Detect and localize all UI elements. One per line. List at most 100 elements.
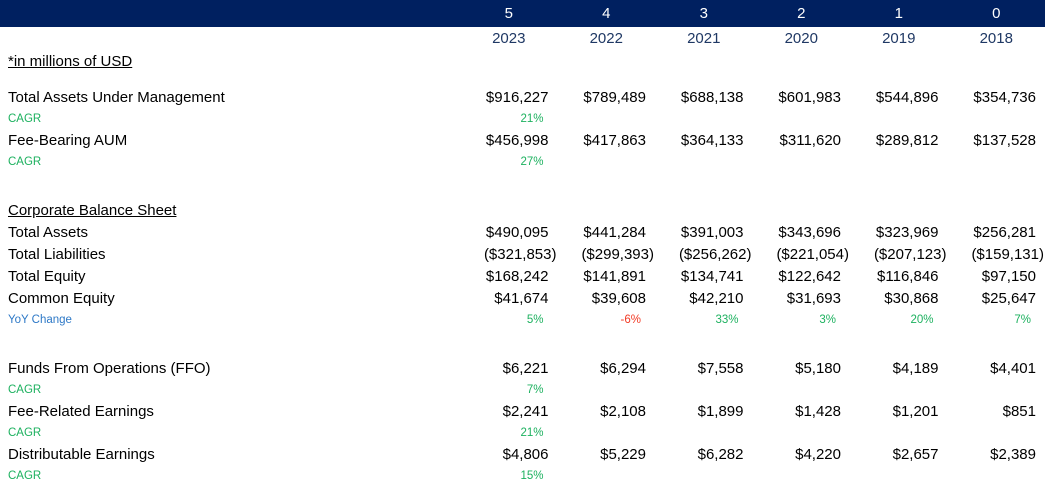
- row-label[interactable]: YoY Change: [8, 314, 72, 326]
- value-cell[interactable]: $343,696: [778, 223, 841, 241]
- value-cell[interactable]: 7%: [1014, 314, 1031, 326]
- value-cell[interactable]: 21%: [520, 426, 544, 439]
- value-cell[interactable]: $1,428: [795, 402, 841, 420]
- value-cell[interactable]: $4,220: [795, 445, 841, 463]
- row-label[interactable]: Common Equity: [8, 289, 115, 307]
- value-cell[interactable]: $5,229: [600, 445, 646, 463]
- value-cell[interactable]: $391,003: [680, 223, 744, 241]
- value-cell[interactable]: $490,095: [485, 223, 549, 241]
- header-index-row: 5 4 3 2 1 0: [0, 0, 1045, 27]
- value-cell[interactable]: $7,558: [697, 359, 744, 377]
- value-cell[interactable]: $354,736: [973, 88, 1036, 106]
- row-label[interactable]: CAGR: [8, 426, 42, 439]
- value-cell[interactable]: $137,528: [973, 131, 1036, 149]
- value-cell[interactable]: -6%: [620, 314, 641, 326]
- value-cell[interactable]: $441,284: [583, 223, 646, 241]
- row-label[interactable]: CAGR: [8, 469, 42, 482]
- value-cell[interactable]: $916,227: [485, 88, 549, 106]
- value-cell[interactable]: $1,201: [892, 402, 939, 420]
- row-label[interactable]: CAGR: [8, 112, 42, 125]
- row-label[interactable]: Total Liabilities: [8, 245, 106, 263]
- row-distributable-earnings: Distributable Earnings $4,806 $5,229 $6,282…: [0, 443, 1045, 465]
- value-cell[interactable]: $6,221: [502, 359, 549, 377]
- value-cell[interactable]: $364,133: [680, 131, 744, 149]
- header-index-cell[interactable]: 3: [699, 5, 708, 22]
- value-cell[interactable]: 27%: [520, 155, 544, 168]
- value-cell[interactable]: $168,242: [485, 267, 549, 285]
- value-cell[interactable]: $122,642: [778, 267, 841, 285]
- row-label[interactable]: Corporate Balance Sheet: [8, 201, 177, 219]
- value-cell[interactable]: $97,150: [981, 267, 1036, 285]
- row-cagr: CAGR 7%: [0, 379, 1045, 400]
- value-cell[interactable]: $5,180: [795, 359, 841, 377]
- year-cell[interactable]: 2019: [882, 30, 916, 47]
- value-cell[interactable]: ($299,393): [581, 245, 654, 263]
- value-cell[interactable]: ($321,853): [483, 245, 557, 263]
- row-label[interactable]: CAGR: [8, 155, 42, 168]
- value-cell[interactable]: $2,241: [502, 402, 549, 420]
- value-cell[interactable]: $25,647: [981, 289, 1036, 307]
- value-cell[interactable]: $41,674: [494, 289, 549, 307]
- row-total-assets: Total Assets $490,095 $441,284 $391,003 $343…: [0, 221, 1045, 243]
- row-label[interactable]: Total Assets: [8, 223, 89, 241]
- value-cell[interactable]: $1,899: [697, 402, 744, 420]
- value-cell[interactable]: $39,608: [591, 289, 646, 307]
- value-cell[interactable]: ($159,131): [971, 245, 1044, 263]
- value-cell[interactable]: ($256,262): [678, 245, 752, 263]
- row-label[interactable]: *in millions of USD: [8, 53, 133, 70]
- value-cell[interactable]: $256,281: [973, 223, 1036, 241]
- year-cell[interactable]: 2022: [589, 30, 623, 47]
- row-label[interactable]: CAGR: [8, 383, 42, 396]
- year-cell[interactable]: 2021: [687, 30, 721, 47]
- value-cell[interactable]: $31,693: [786, 289, 841, 307]
- header-index-cell[interactable]: 2: [797, 5, 806, 22]
- value-cell[interactable]: $417,863: [583, 131, 646, 149]
- year-cell[interactable]: 2020: [784, 30, 818, 47]
- value-cell[interactable]: $4,401: [990, 359, 1036, 377]
- value-cell[interactable]: 20%: [910, 314, 934, 326]
- header-index-cell[interactable]: 5: [504, 5, 513, 22]
- value-cell[interactable]: $789,489: [583, 88, 646, 106]
- value-cell[interactable]: $30,868: [884, 289, 939, 307]
- value-cell[interactable]: $4,189: [892, 359, 939, 377]
- value-cell[interactable]: $851: [1002, 402, 1036, 420]
- row-label[interactable]: Funds From Operations (FFO): [8, 359, 211, 377]
- value-cell[interactable]: $544,896: [875, 88, 939, 106]
- header-year-row: 2023 2022 2021 2020 2019 2018: [0, 27, 1045, 50]
- value-cell[interactable]: $6,282: [697, 445, 744, 463]
- value-cell[interactable]: $323,969: [875, 223, 939, 241]
- row-label[interactable]: Total Assets Under Management: [8, 88, 225, 106]
- value-cell[interactable]: $4,806: [502, 445, 549, 463]
- row-label[interactable]: Total Equity: [8, 267, 86, 285]
- value-cell[interactable]: $6,294: [600, 359, 646, 377]
- year-cell[interactable]: 2023: [492, 30, 526, 47]
- value-cell[interactable]: $688,138: [680, 88, 744, 106]
- row-label[interactable]: Distributable Earnings: [8, 445, 155, 463]
- value-cell[interactable]: ($221,054): [776, 245, 849, 263]
- value-cell[interactable]: $134,741: [680, 267, 744, 285]
- value-cell[interactable]: $42,210: [689, 289, 744, 307]
- value-cell[interactable]: $456,998: [485, 131, 549, 149]
- value-cell[interactable]: 7%: [526, 383, 544, 396]
- value-cell[interactable]: $2,108: [600, 402, 646, 420]
- row-label[interactable]: Fee-Bearing AUM: [8, 131, 128, 149]
- value-cell[interactable]: $601,983: [778, 88, 841, 106]
- year-cell[interactable]: 2018: [979, 30, 1013, 47]
- value-cell[interactable]: $141,891: [583, 267, 646, 285]
- value-cell[interactable]: 33%: [715, 314, 739, 326]
- table-body: *in millions of USD Total Assets Under Ma…: [0, 50, 1055, 486]
- header-index-cell[interactable]: 0: [992, 5, 1001, 22]
- value-cell[interactable]: ($207,123): [873, 245, 947, 263]
- header-index-cell[interactable]: 1: [894, 5, 903, 22]
- header-index-cell[interactable]: 4: [602, 5, 611, 22]
- value-cell[interactable]: 21%: [520, 112, 544, 125]
- value-cell[interactable]: $2,657: [892, 445, 939, 463]
- value-cell[interactable]: 15%: [520, 469, 544, 482]
- value-cell[interactable]: $116,846: [877, 267, 939, 285]
- row-label[interactable]: Fee-Related Earnings: [8, 402, 154, 420]
- value-cell[interactable]: $2,389: [990, 445, 1036, 463]
- value-cell[interactable]: 5%: [526, 314, 544, 326]
- value-cell[interactable]: $289,812: [875, 131, 939, 149]
- value-cell[interactable]: $311,620: [779, 131, 841, 149]
- value-cell[interactable]: 3%: [819, 314, 836, 326]
